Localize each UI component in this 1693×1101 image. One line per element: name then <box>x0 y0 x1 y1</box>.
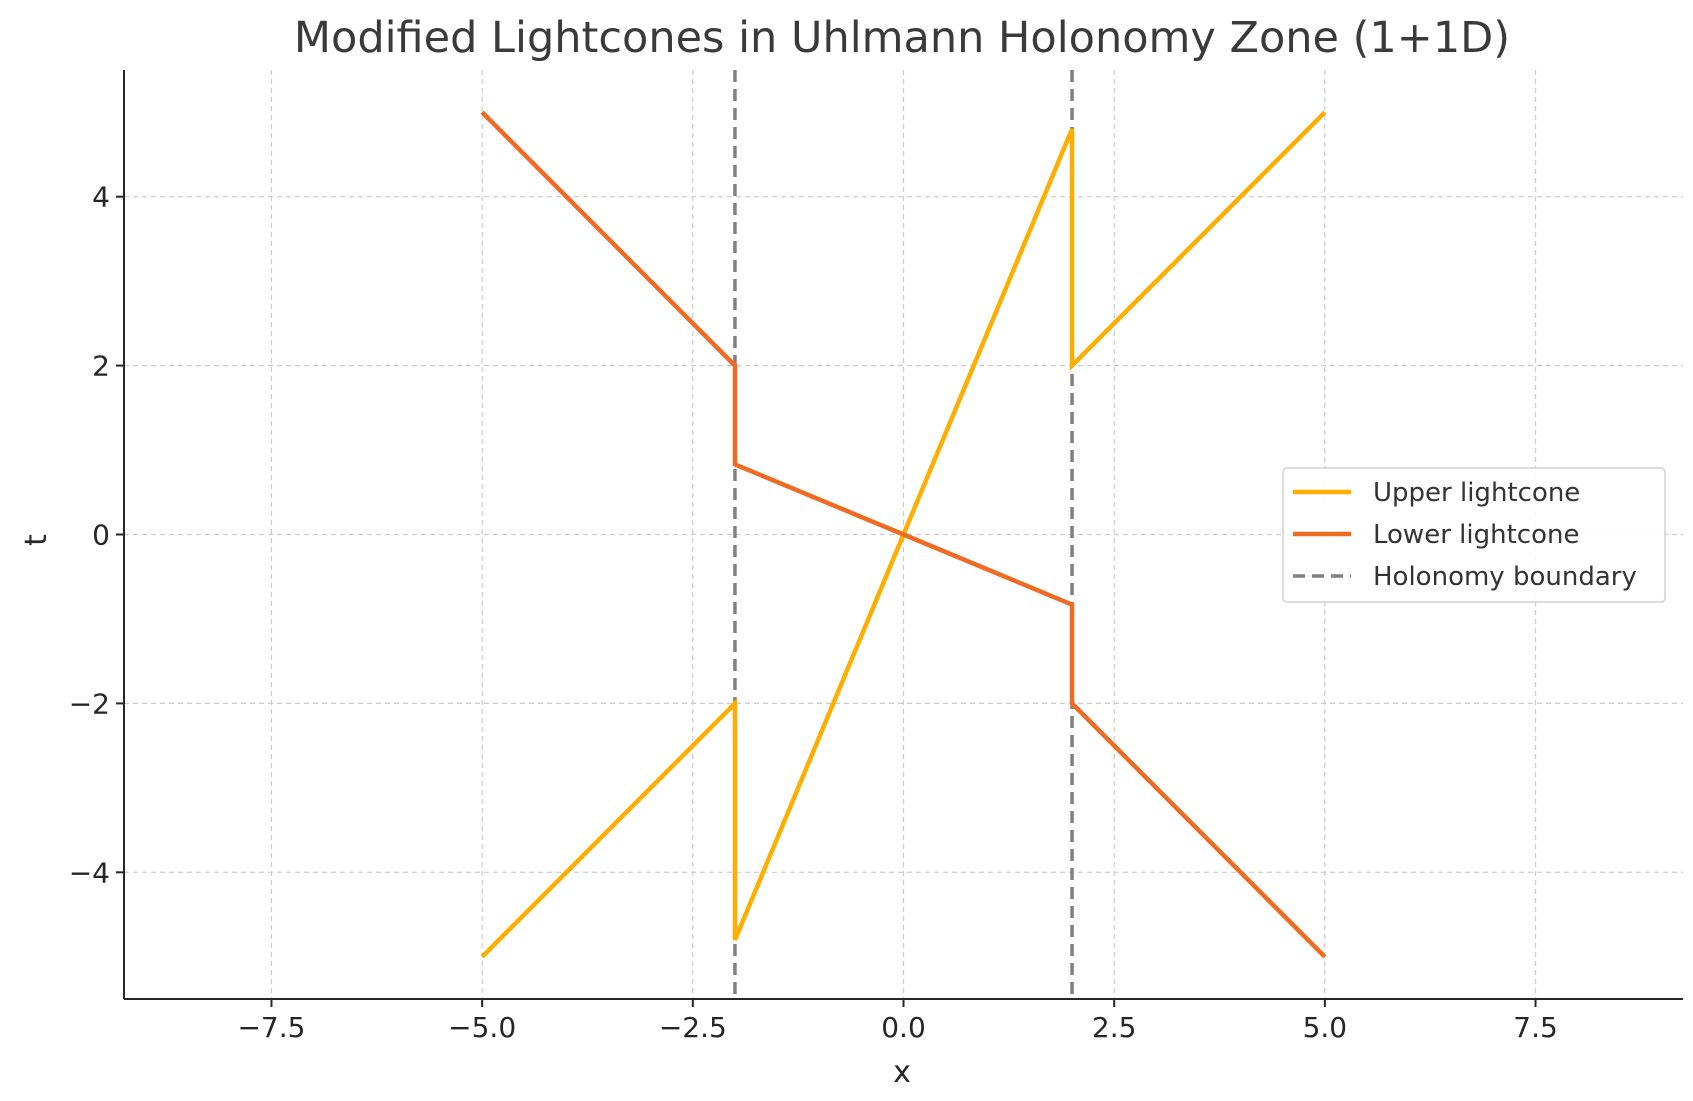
y-tick-label-4: 4 <box>92 181 110 214</box>
x-tick-label-5: 5.0 <box>1303 1011 1348 1044</box>
x-axis-label: x <box>893 1055 911 1090</box>
y-tick-label-1: −2 <box>69 687 110 720</box>
series-lines <box>480 110 1327 959</box>
x-tick-label-1: −5.0 <box>448 1011 516 1044</box>
x-tick-label-6: 7.5 <box>1513 1011 1558 1044</box>
y-tick-label-2: 0 <box>92 519 110 552</box>
chart-title: Modified Lightcones in Uhlmann Holonomy … <box>294 13 1510 63</box>
legend: Upper lightcone Lower lightcone Holonomy b… <box>1282 467 1666 603</box>
x-tick-label-3: 0.0 <box>881 1011 926 1044</box>
x-tick-label-2: −2.5 <box>659 1011 727 1044</box>
series-line-1 <box>480 110 1327 959</box>
y-tick-label-3: 2 <box>92 350 110 383</box>
y-axis-ticks: −4 −2 0 2 4 <box>69 181 124 889</box>
y-axis-label: t <box>19 534 54 546</box>
x-tick-label-4: 2.5 <box>1092 1011 1137 1044</box>
legend-label-2: Holonomy boundary <box>1373 562 1637 592</box>
y-tick-label-0: −4 <box>69 856 110 889</box>
x-axis-ticks: −7.5 −5.0 −2.5 0.0 2.5 5.0 7.5 <box>237 999 1558 1044</box>
legend-box <box>1282 467 1666 603</box>
x-tick-label-0: −7.5 <box>237 1011 305 1044</box>
legend-label-1: Lower lightcone <box>1373 520 1579 550</box>
legend-label-0: Upper lightcone <box>1373 478 1580 508</box>
